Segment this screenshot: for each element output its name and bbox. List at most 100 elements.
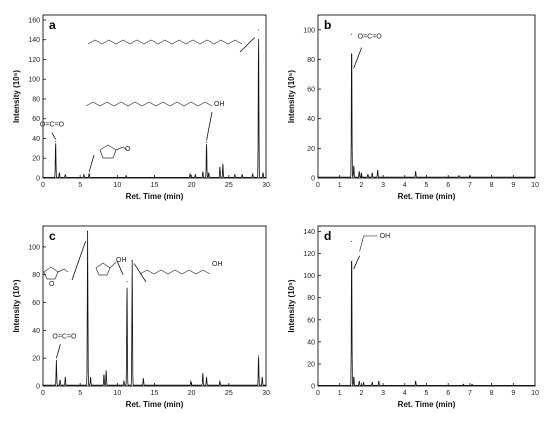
y-tick-label: 60 <box>307 87 315 94</box>
peak-point <box>415 381 417 383</box>
peak-point <box>90 377 92 379</box>
peak-point <box>142 378 144 380</box>
peak-point <box>371 173 373 175</box>
peak-point <box>262 172 264 174</box>
y-tick-label: 0 <box>36 176 40 183</box>
x-tick-label: 25 <box>225 390 233 397</box>
peak-point <box>469 176 471 178</box>
peak-point <box>206 377 208 379</box>
y-tick-label: 100 <box>28 77 40 84</box>
x-tick-label: 2 <box>359 390 363 397</box>
annotation-arrow <box>71 241 86 281</box>
peak-point <box>219 381 221 383</box>
annotation-label: O=C=O <box>358 34 383 41</box>
peak-point <box>351 240 353 242</box>
peak-point <box>83 174 85 176</box>
ethanol-bond <box>359 235 378 252</box>
annotation-arrow <box>51 132 56 140</box>
peak-point <box>202 171 204 173</box>
annotation-label: O <box>125 146 131 153</box>
panel-label: c <box>49 229 56 243</box>
fatty-acid-chain <box>85 101 213 107</box>
hydroxymethyl-bond <box>109 261 117 269</box>
aldehyde-bond <box>115 146 128 151</box>
peak-point <box>126 281 128 283</box>
annotation-arrow <box>353 47 363 69</box>
y-tick-label: 40 <box>32 328 40 335</box>
annotation-arrow <box>88 154 95 173</box>
furan-ring <box>99 144 117 159</box>
peak-point <box>458 176 460 178</box>
y-axis-label: Intensity (10⁵) <box>12 70 21 123</box>
y-tick-label: 0 <box>311 176 315 183</box>
x-axis-label: Ret. Time (min) <box>126 192 184 201</box>
y-tick-label: 80 <box>32 96 40 103</box>
peak-point <box>258 29 260 31</box>
annotation-arrow <box>116 260 124 275</box>
peak-point <box>360 173 362 175</box>
annotation-label: OH <box>380 233 391 240</box>
peak-point <box>64 174 66 176</box>
x-tick-label: 1 <box>338 182 342 189</box>
x-tick-label: 30 <box>262 182 270 189</box>
y-tick-label: 100 <box>303 27 315 34</box>
peak-point <box>59 379 61 381</box>
furan-ring <box>43 266 59 280</box>
x-tick-label: 9 <box>511 390 515 397</box>
chart-panel-c: 0 5 10 15 20 25 30 0 20 40 60 80 100 Ret. Time (min) I… <box>12 225 270 409</box>
x-tick-label: 8 <box>490 182 494 189</box>
x-axis-label: Ret. Time (min) <box>398 192 456 201</box>
peak-point <box>471 384 473 386</box>
y-axis-label: Intensity (10⁵) <box>12 279 21 332</box>
annotation-arrow <box>206 111 213 141</box>
x-tick-label: 5 <box>425 390 429 397</box>
x-tick-label: 10 <box>113 182 121 189</box>
x-tick-label: 10 <box>113 390 121 397</box>
peak-point <box>377 170 379 172</box>
peak-point <box>252 173 254 175</box>
peak-point <box>206 141 208 143</box>
x-tick-label: 7 <box>468 182 472 189</box>
peak-point <box>64 377 66 379</box>
x-tick-label: 5 <box>78 182 82 189</box>
x-tick-label: 5 <box>78 390 82 397</box>
x-tick-label: 4 <box>403 182 407 189</box>
y-tick-label: 60 <box>32 300 40 307</box>
peak-point <box>358 381 360 383</box>
annotation-label: O=C=O <box>40 122 65 129</box>
peak-point <box>125 175 127 177</box>
x-tick-label: 0 <box>316 390 320 397</box>
peak-point <box>353 376 355 378</box>
annotation-arrow <box>353 255 360 270</box>
peak-point <box>202 372 204 374</box>
y-tick-label: 20 <box>32 356 40 363</box>
peak-point <box>55 140 57 142</box>
x-tick-label: 2 <box>359 182 363 189</box>
peak-point <box>234 174 236 176</box>
y-tick-label: 20 <box>307 146 315 153</box>
tetrahydrofuran-ring <box>95 262 111 276</box>
x-tick-label: 0 <box>316 182 320 189</box>
annotation-label: OH <box>116 257 127 264</box>
x-tick-label: 7 <box>468 390 472 397</box>
x-tick-label: 6 <box>446 182 450 189</box>
y-axis-label: Intensity (10⁵) <box>287 70 296 123</box>
x-tick-label: 0 <box>41 390 45 397</box>
x-tick-label: 20 <box>188 182 196 189</box>
y-tick-label: 40 <box>32 136 40 143</box>
aldehyde-bond <box>57 268 69 273</box>
peak-point <box>208 172 210 174</box>
peak-point <box>88 173 90 175</box>
x-tick-label: 10 <box>531 182 539 189</box>
peak-point <box>87 231 89 233</box>
y-tick-label: 0 <box>36 384 40 391</box>
peak-point <box>105 370 107 372</box>
peak-point <box>241 174 243 176</box>
y-tick-label: 120 <box>28 57 40 64</box>
y-tick-label: 20 <box>307 361 315 368</box>
peak-point <box>131 260 133 262</box>
x-tick-label: 15 <box>151 390 159 397</box>
